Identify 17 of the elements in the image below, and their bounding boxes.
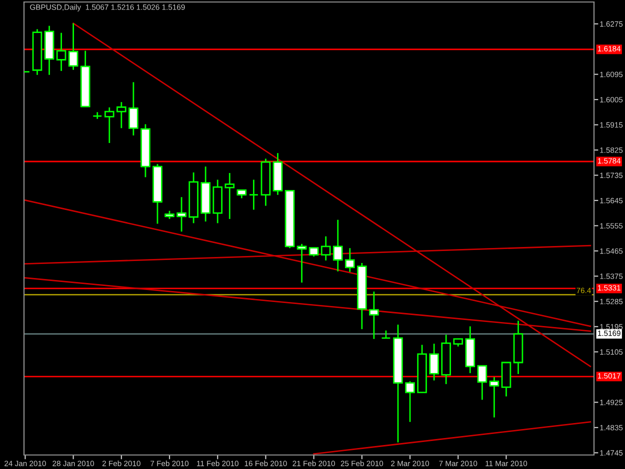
candlestick [369,290,379,340]
candlestick [68,22,78,71]
candlestick [429,343,439,382]
candlestick [116,101,126,129]
candlestick [128,81,138,136]
candlestick [344,247,355,273]
candlestick [489,376,500,418]
candlestick [332,219,343,272]
candlestick [176,196,186,232]
candlestick [56,32,66,72]
candlestick [224,172,235,220]
candlestick [477,365,488,400]
candlestick [104,106,114,144]
candlestick [248,179,259,210]
candlestick [296,243,307,284]
candlestick [320,236,331,262]
candlestick [405,380,415,423]
